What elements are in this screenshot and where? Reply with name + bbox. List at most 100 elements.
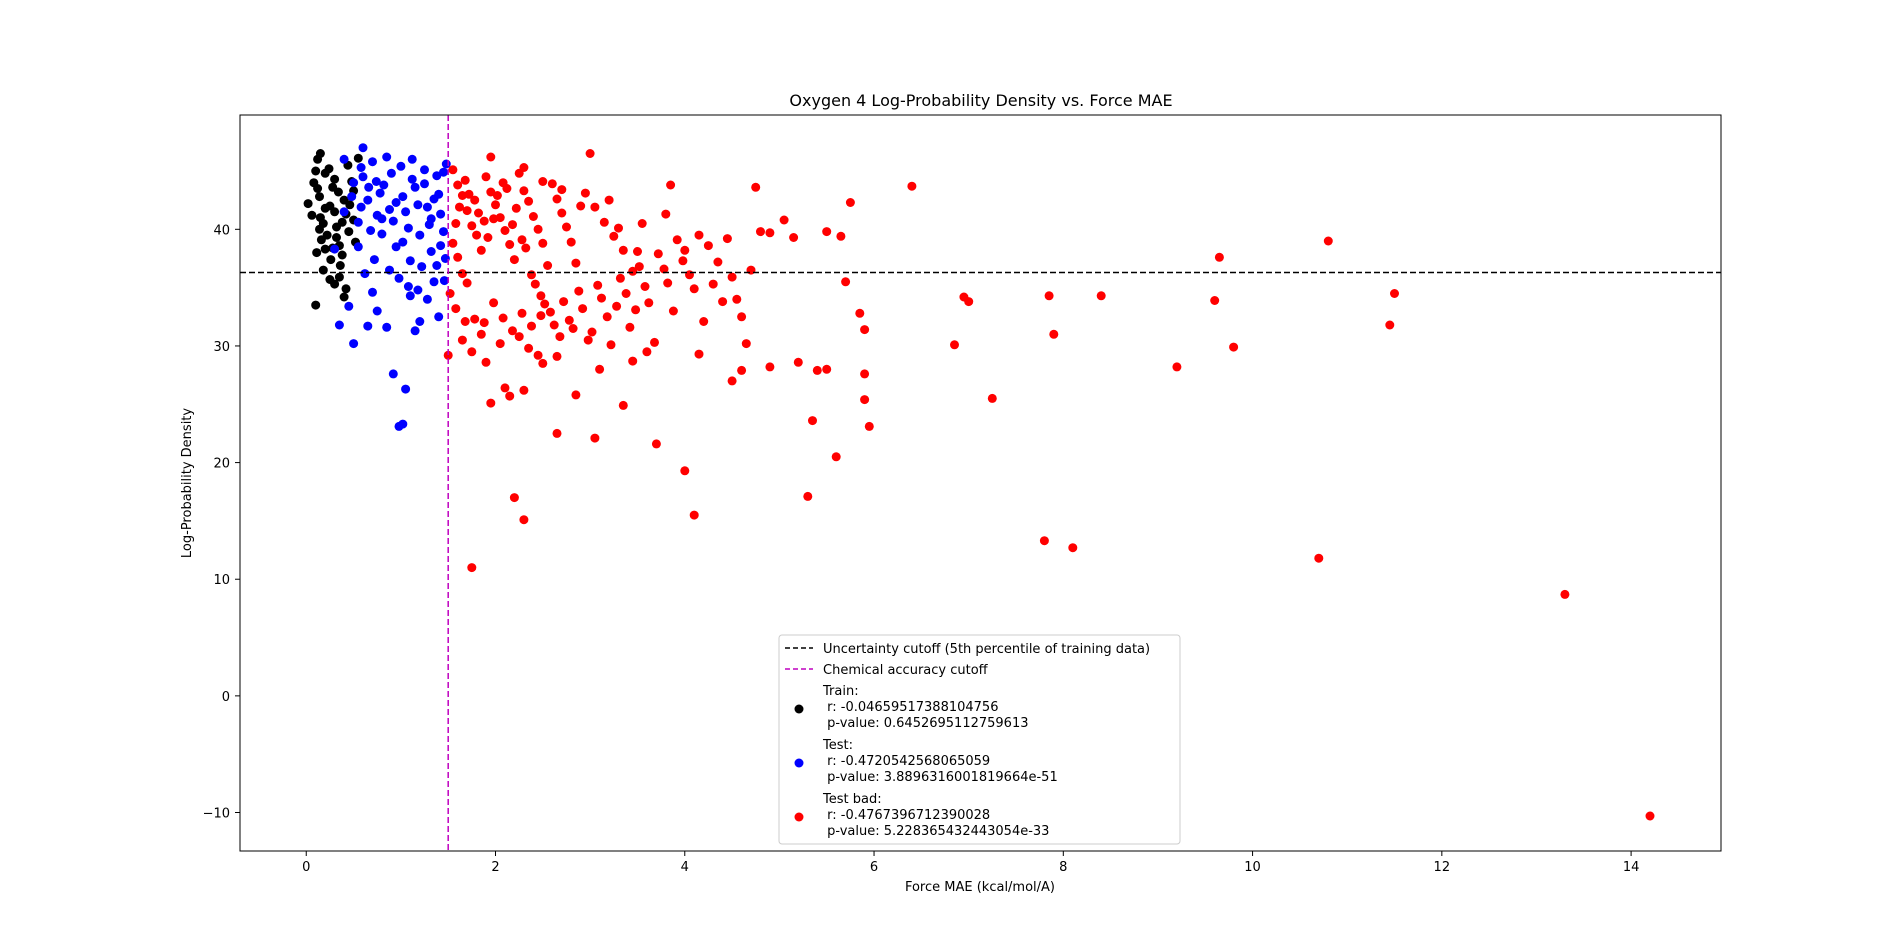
data-point — [737, 365, 747, 375]
data-point — [422, 294, 432, 304]
data-point — [398, 419, 408, 429]
data-point — [341, 284, 351, 294]
data-point — [422, 202, 432, 212]
data-point — [590, 433, 600, 443]
data-point — [353, 153, 363, 163]
data-point — [339, 154, 349, 164]
data-point — [860, 369, 870, 379]
data-point — [462, 206, 472, 216]
data-point — [860, 395, 870, 405]
data-point — [483, 233, 493, 242]
data-point — [637, 219, 647, 228]
data-point — [315, 224, 324, 234]
x-axis-label: Force MAE (kcal/mol/A) — [905, 880, 1055, 895]
data-point — [703, 241, 713, 251]
y-tick-label: 20 — [213, 457, 230, 472]
data-point — [391, 198, 401, 207]
data-point — [386, 168, 396, 178]
data-point — [401, 384, 411, 394]
data-point — [555, 332, 565, 342]
data-point — [320, 203, 330, 213]
data-point — [585, 149, 595, 158]
legend-accuracy-cutoff-label: Chemical accuracy cutoff — [823, 663, 989, 678]
data-point — [489, 214, 499, 224]
data-point — [533, 350, 543, 360]
data-point — [559, 297, 569, 307]
legend-test-r: r: -0.4720542568065059 — [823, 754, 990, 769]
data-point — [845, 198, 855, 207]
y-tick-label: 10 — [213, 573, 230, 588]
data-point — [369, 255, 379, 265]
data-point — [765, 228, 775, 238]
data-point — [590, 202, 600, 212]
data-point — [492, 191, 502, 200]
data-point — [609, 231, 619, 241]
data-point — [950, 340, 959, 350]
data-point — [356, 163, 366, 172]
data-point — [347, 192, 357, 202]
data-point — [500, 383, 510, 393]
data-point — [436, 241, 446, 251]
data-point — [394, 273, 404, 283]
data-point — [642, 347, 652, 357]
data-point — [312, 248, 322, 258]
data-point — [316, 235, 326, 245]
data-point — [831, 452, 841, 462]
data-point — [363, 321, 373, 331]
data-point — [727, 376, 737, 386]
data-point — [479, 216, 489, 226]
data-point — [388, 369, 398, 379]
data-point — [680, 466, 690, 476]
data-point — [606, 340, 616, 350]
data-point — [332, 233, 341, 242]
data-point — [793, 357, 803, 367]
data-point — [486, 152, 496, 162]
data-point — [467, 563, 477, 573]
data-point — [568, 324, 578, 333]
data-point — [382, 152, 392, 162]
data-point — [756, 227, 765, 237]
data-point — [566, 237, 576, 247]
x-tick-label: 0 — [302, 860, 310, 875]
data-point — [1314, 553, 1324, 563]
data-point — [779, 215, 789, 225]
data-point — [571, 390, 581, 400]
data-point — [812, 365, 822, 375]
data-point — [628, 266, 638, 276]
data-point — [651, 439, 661, 449]
data-point — [505, 391, 515, 401]
data-point — [517, 235, 527, 245]
data-point — [580, 188, 590, 198]
data-point — [822, 227, 832, 237]
data-point — [836, 231, 846, 241]
data-point — [1039, 536, 1049, 546]
data-point — [538, 238, 548, 248]
x-tick-label: 12 — [1434, 860, 1451, 875]
data-point — [462, 278, 472, 288]
data-point — [385, 265, 394, 275]
data-point — [318, 265, 328, 275]
data-point — [737, 312, 747, 322]
legend-test-name: Test: — [822, 738, 853, 753]
data-point — [519, 186, 529, 196]
data-point — [439, 167, 448, 177]
data-point — [668, 306, 678, 316]
data-point — [1390, 289, 1399, 298]
data-point — [595, 364, 605, 374]
data-point — [434, 312, 444, 322]
data-point — [353, 242, 363, 252]
data-point — [571, 258, 581, 268]
legend-test-bad-r: r: -0.4767396712390028 — [823, 808, 990, 823]
data-point — [628, 356, 638, 366]
data-point — [530, 279, 540, 289]
data-point — [631, 305, 641, 315]
data-point — [443, 350, 453, 360]
data-point — [1323, 236, 1333, 246]
legend-train-name: Train: — [822, 684, 859, 699]
x-tick-label: 8 — [1059, 860, 1067, 875]
data-point — [618, 400, 628, 410]
data-point — [524, 196, 534, 206]
data-point — [410, 182, 420, 192]
data-point — [621, 289, 631, 298]
data-point — [413, 285, 423, 295]
